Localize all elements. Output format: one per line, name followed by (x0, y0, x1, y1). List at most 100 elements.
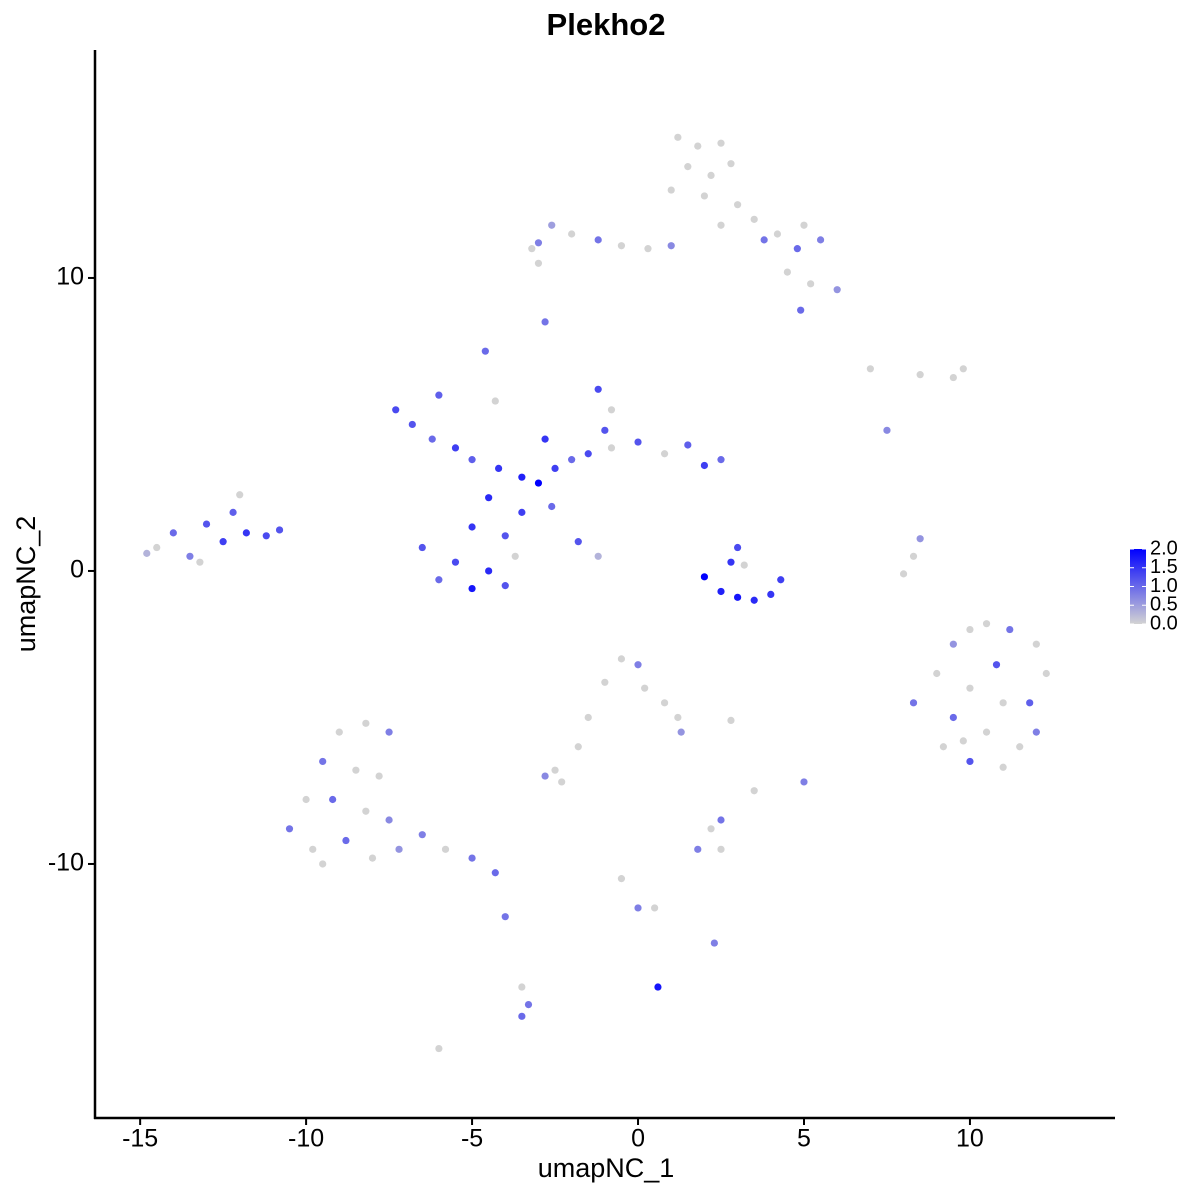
point (468, 584, 476, 593)
point (667, 242, 675, 250)
point (966, 757, 974, 766)
colorbar-tick-label: 0.5 (1150, 594, 1178, 616)
point (797, 306, 805, 314)
point (528, 245, 536, 253)
point (435, 576, 443, 584)
x-tick-label: 5 (797, 1125, 811, 1153)
point (262, 532, 270, 540)
point (700, 192, 709, 200)
point (601, 678, 609, 686)
point (169, 529, 177, 537)
point (601, 426, 609, 434)
point (518, 983, 526, 991)
point (992, 661, 1001, 669)
point (800, 221, 808, 229)
point (551, 464, 559, 473)
point (717, 139, 725, 147)
point (617, 655, 626, 663)
point (959, 737, 967, 745)
point (727, 716, 735, 724)
point (485, 567, 493, 575)
point (793, 245, 801, 253)
colorbar-tick-label: 1.0 (1150, 575, 1178, 597)
point (727, 558, 735, 566)
point (186, 552, 194, 560)
point (551, 766, 559, 774)
x-tick-label: 0 (631, 1125, 645, 1153)
x-tick-label: -15 (122, 1125, 158, 1153)
point (800, 778, 808, 786)
point (959, 365, 967, 373)
point (518, 1012, 526, 1020)
point (641, 684, 649, 692)
point (329, 795, 337, 804)
point (594, 236, 602, 244)
point (491, 869, 499, 877)
point (634, 438, 642, 446)
point (1032, 728, 1040, 736)
point (684, 163, 692, 171)
point (319, 860, 327, 868)
point (660, 699, 669, 707)
point (584, 713, 592, 722)
point (242, 529, 250, 537)
point (677, 728, 685, 736)
point (909, 699, 918, 707)
point (435, 1044, 443, 1053)
point (594, 385, 602, 393)
point (634, 904, 642, 912)
point (773, 230, 782, 238)
y-tick-label: -10 (48, 849, 84, 877)
colorbar-tick-label: 2.0 (1150, 537, 1178, 559)
point (485, 494, 493, 502)
point (511, 552, 519, 560)
point (707, 825, 715, 833)
point (1006, 625, 1014, 634)
point (385, 728, 393, 736)
point (501, 532, 509, 540)
point (468, 456, 476, 464)
point (229, 508, 237, 516)
point (518, 473, 526, 481)
point (501, 582, 509, 590)
point (651, 904, 659, 912)
point (760, 236, 768, 244)
point (734, 543, 742, 552)
point (362, 807, 370, 815)
point (700, 573, 709, 581)
point (710, 939, 718, 947)
point (717, 816, 725, 824)
x-tick-label: -10 (288, 1125, 324, 1153)
point (541, 772, 549, 780)
point (999, 763, 1007, 771)
point (541, 318, 549, 326)
point (750, 215, 758, 223)
point (750, 596, 758, 604)
point (548, 221, 556, 229)
point (816, 236, 825, 244)
point (916, 371, 924, 379)
point (644, 245, 652, 253)
point (982, 728, 991, 736)
point (202, 520, 211, 528)
x-tick-label: 10 (956, 1125, 984, 1153)
point (734, 593, 742, 601)
point (717, 221, 725, 229)
point (408, 420, 416, 429)
point (707, 171, 715, 180)
point (807, 280, 815, 288)
point (866, 365, 874, 373)
point (617, 875, 626, 883)
y-tick-label: 0 (70, 556, 84, 584)
point (750, 787, 758, 795)
point (727, 160, 735, 168)
point (939, 743, 947, 751)
point (495, 464, 503, 473)
point (219, 538, 227, 546)
point (352, 766, 360, 774)
point (700, 461, 709, 470)
point (451, 558, 460, 566)
point (385, 816, 393, 824)
point (966, 684, 974, 692)
